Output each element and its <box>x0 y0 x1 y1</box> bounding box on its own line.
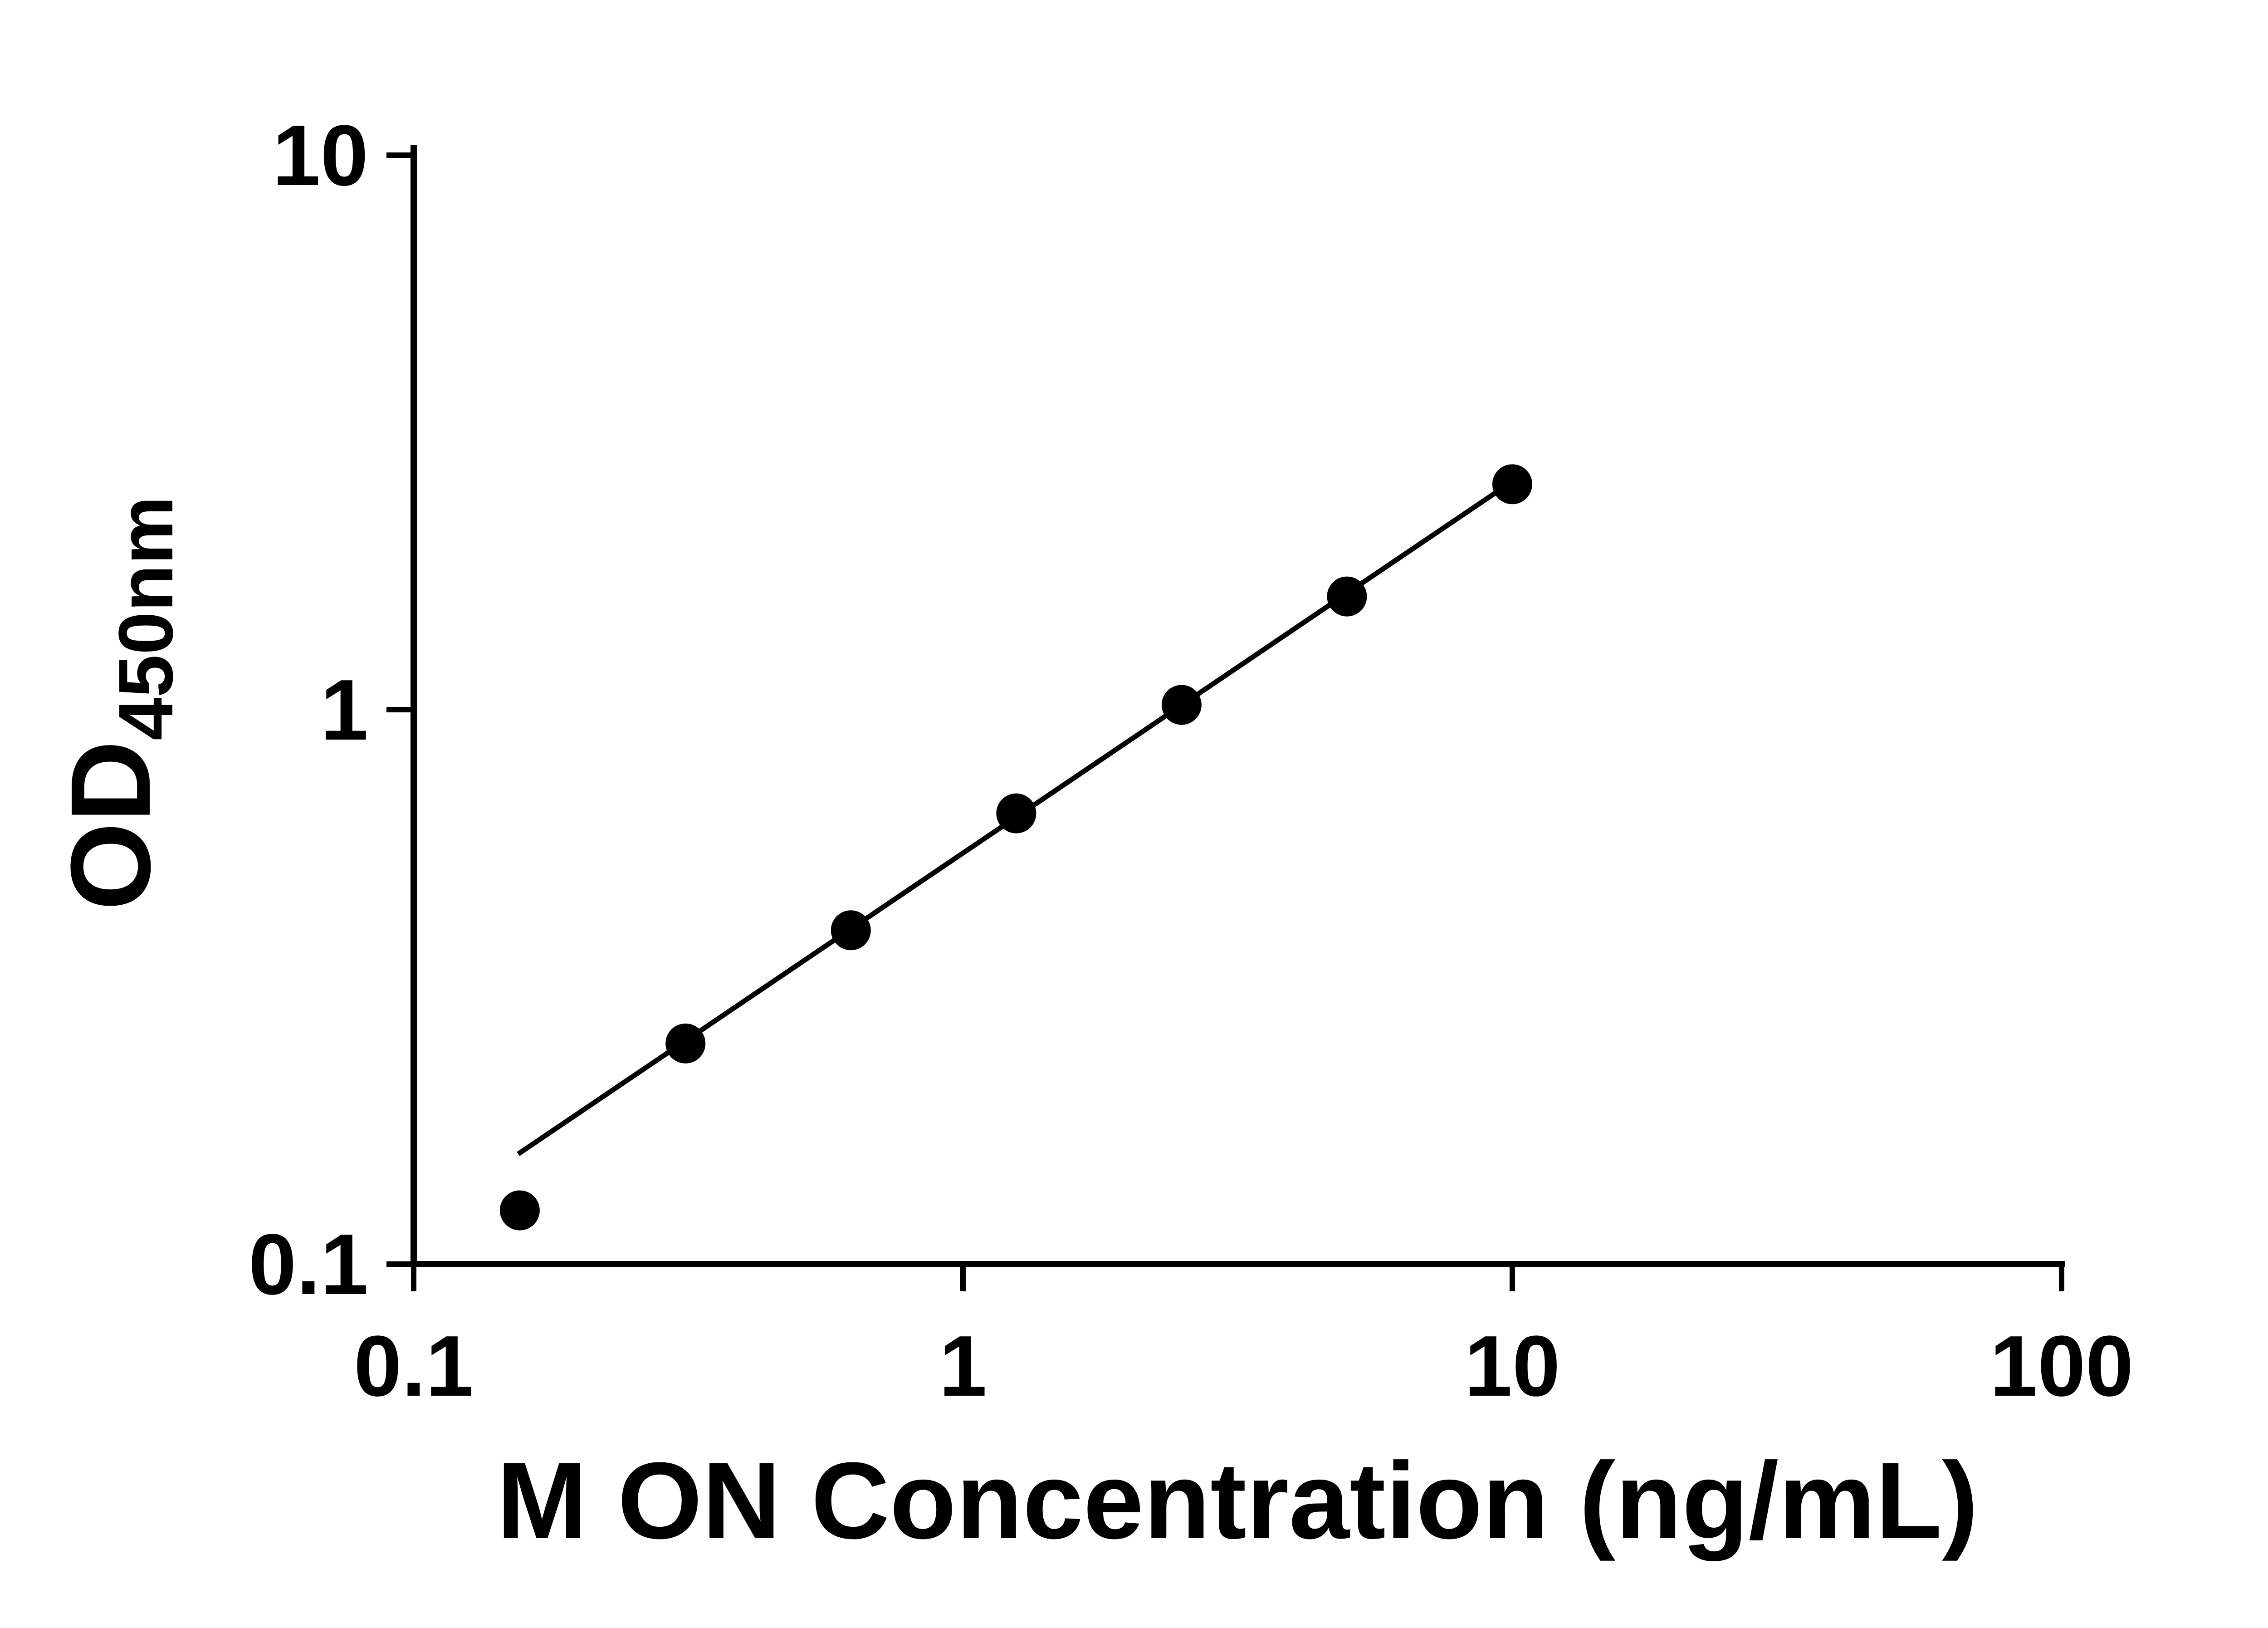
y-tick-label: 0.1 <box>249 1216 368 1313</box>
x-tick-label: 1 <box>939 1318 987 1414</box>
y-tick-label: 1 <box>320 662 368 758</box>
data-point <box>1327 576 1367 617</box>
x-tick-label: 100 <box>1989 1318 2133 1414</box>
data-point <box>665 1023 706 1064</box>
x-axis-title: M ON Concentration (ng/mL) <box>497 1440 1978 1561</box>
x-tick-label: 10 <box>1464 1318 1560 1414</box>
x-tick-label: 0.1 <box>354 1318 474 1414</box>
axes <box>411 145 2065 1267</box>
data-point <box>831 910 871 951</box>
y-tick-label: 10 <box>273 108 368 204</box>
data-point <box>1492 464 1532 505</box>
data-point <box>1161 685 1202 725</box>
data-point <box>996 793 1036 834</box>
y-axis-title: OD450nm <box>47 496 189 911</box>
data-point <box>499 1190 540 1231</box>
